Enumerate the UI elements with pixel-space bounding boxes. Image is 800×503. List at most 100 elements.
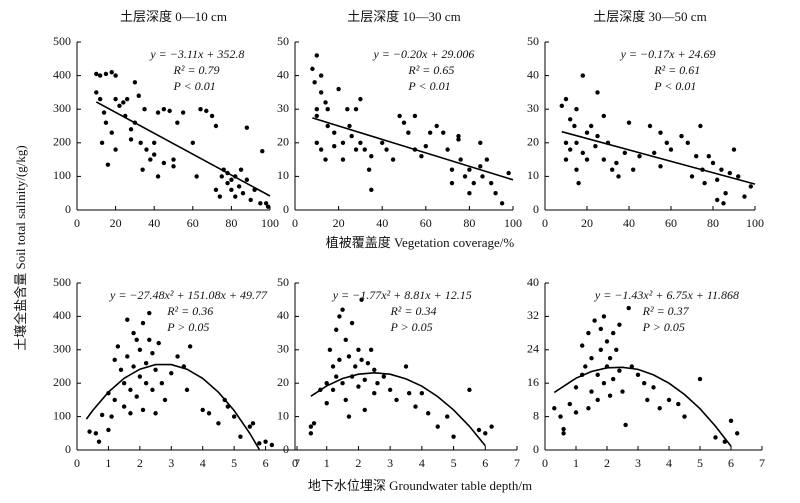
annotation: y = −27.48x² + 151.08x + 49.77 [109, 288, 268, 302]
point [87, 429, 92, 434]
point [694, 154, 699, 159]
point [736, 174, 741, 179]
point [434, 123, 439, 129]
y-tick-label: 0 [283, 202, 289, 216]
point [493, 191, 498, 196]
point [358, 140, 363, 145]
point [489, 180, 494, 186]
point [369, 187, 374, 193]
annotation: y = −0.20x + 29.006 [372, 47, 474, 61]
point [574, 140, 579, 145]
point [666, 397, 672, 403]
point [427, 130, 433, 135]
point [637, 154, 642, 159]
point [607, 355, 613, 361]
y-tick-label: 10 [277, 408, 289, 422]
point [244, 125, 250, 130]
x-tick-label: 40 [376, 216, 388, 230]
point [607, 393, 613, 398]
point [580, 73, 585, 78]
point [236, 184, 242, 189]
annotation: y = −1.43x² + 6.75x + 11.868 [594, 288, 739, 302]
point [310, 66, 315, 72]
point [359, 357, 364, 363]
point [617, 368, 622, 373]
fit-line [310, 371, 486, 447]
y-tick-label: 20 [277, 375, 289, 389]
point [471, 180, 476, 186]
annotation: R² = 0.65 [407, 63, 454, 77]
point [159, 381, 165, 386]
point [187, 344, 193, 349]
point [366, 167, 372, 172]
point [476, 427, 482, 433]
point [710, 160, 716, 166]
point [359, 297, 364, 302]
point [467, 167, 472, 172]
x-tick-label: 6 [482, 456, 488, 470]
point [132, 80, 138, 85]
y-tick-label: 200 [53, 375, 71, 389]
point [652, 150, 657, 156]
point [340, 381, 345, 386]
point [248, 197, 253, 203]
point [99, 140, 105, 145]
point [635, 372, 641, 378]
point [614, 347, 619, 352]
annotation: P > 0.05 [642, 320, 685, 334]
point [604, 339, 610, 344]
point [336, 86, 341, 92]
annotation: y = −0.17x + 24.69 [620, 47, 716, 61]
point [103, 120, 109, 125]
point [706, 154, 711, 159]
point [152, 152, 157, 157]
annotation: P < 0.01 [173, 79, 216, 93]
point [573, 385, 579, 390]
point [721, 201, 726, 206]
point [153, 411, 158, 416]
x-tick-label: 7 [759, 456, 765, 470]
point [601, 113, 606, 119]
point [340, 157, 346, 162]
point [225, 180, 230, 186]
point [592, 318, 597, 323]
point [445, 414, 450, 419]
point [137, 347, 143, 352]
point [134, 337, 139, 342]
point [610, 167, 615, 172]
point [563, 96, 569, 102]
x-tick-label: 80 [463, 216, 475, 230]
point [162, 397, 168, 403]
point [312, 80, 317, 85]
y-tick-label: 200 [53, 135, 71, 149]
point [381, 374, 386, 379]
point [353, 107, 359, 112]
point [161, 160, 167, 166]
point [231, 414, 237, 419]
point [240, 191, 246, 196]
point [369, 154, 374, 159]
point [198, 107, 203, 112]
point [150, 350, 155, 356]
annotation: y = −3.11x + 352.8 [149, 47, 244, 61]
point [372, 367, 377, 373]
point [94, 71, 99, 77]
point [138, 140, 143, 145]
point [337, 314, 342, 319]
point [171, 157, 176, 162]
point [109, 130, 114, 135]
point [140, 407, 146, 413]
point [190, 140, 195, 145]
point [101, 110, 107, 115]
point [595, 90, 600, 95]
x-tick-label: 7 [294, 456, 300, 470]
point [419, 391, 425, 396]
point [467, 191, 472, 196]
point [372, 391, 377, 396]
point [573, 410, 579, 415]
point [617, 322, 622, 327]
point [435, 424, 440, 429]
point [152, 140, 157, 145]
point [484, 157, 490, 162]
point [349, 320, 355, 326]
